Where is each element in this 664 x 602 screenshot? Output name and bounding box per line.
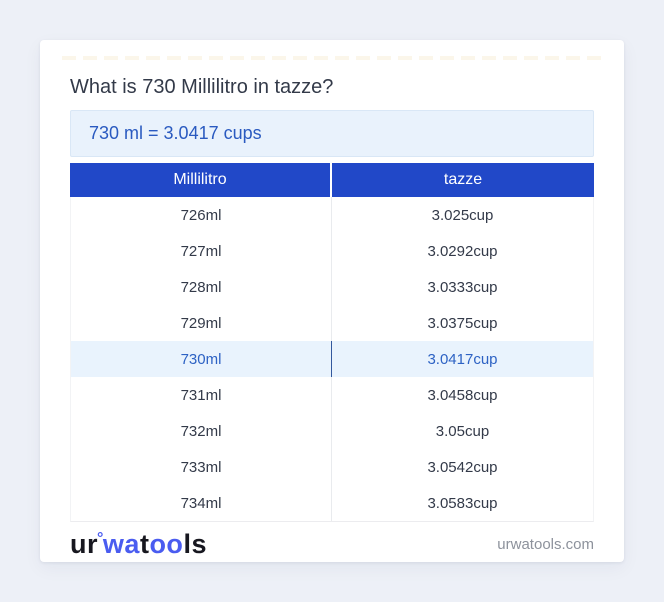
site-domain-text: urwatools.com bbox=[497, 536, 594, 553]
table-row[interactable]: 727ml 3.0292cup bbox=[71, 233, 593, 269]
ml-cell[interactable]: 726ml bbox=[71, 197, 332, 233]
table-row[interactable]: 729ml 3.0375cup bbox=[71, 305, 593, 341]
table-row[interactable]: 728ml 3.0333cup bbox=[71, 269, 593, 305]
decorative-dashes bbox=[62, 56, 608, 60]
conversion-table: Millilitro tazze 726ml 3.025cup 727ml 3.… bbox=[70, 163, 594, 522]
urwatools-logo[interactable]: ur°watools bbox=[70, 531, 207, 558]
table-row-highlighted[interactable]: 730ml 3.0417cup bbox=[71, 341, 593, 377]
logo-segment: ur bbox=[70, 529, 98, 559]
ml-cell[interactable]: 729ml bbox=[71, 305, 332, 341]
card-footer: ur°watools urwatools.com bbox=[70, 522, 594, 563]
cup-cell[interactable]: 3.025cup bbox=[431, 206, 494, 224]
cup-cell[interactable]: 3.0458cup bbox=[427, 386, 498, 404]
ml-cell[interactable]: 734ml bbox=[71, 485, 332, 521]
cup-cell[interactable]: 3.0417cup bbox=[427, 350, 498, 368]
ml-cell[interactable]: 730ml bbox=[71, 341, 332, 377]
ml-cell[interactable]: 731ml bbox=[71, 377, 332, 413]
ml-cell[interactable]: 728ml bbox=[71, 269, 332, 305]
cup-cell[interactable]: 3.0375cup bbox=[427, 314, 498, 332]
cup-cell[interactable]: 3.0542cup bbox=[427, 458, 498, 476]
table-row[interactable]: 734ml 3.0583cup bbox=[71, 485, 593, 521]
table-row[interactable]: 726ml 3.025cup bbox=[71, 197, 593, 233]
cup-cell[interactable]: 3.0333cup bbox=[427, 278, 498, 296]
logo-segment: wa bbox=[102, 529, 140, 559]
conversion-card: What is 730 Millilitro in tazze? 730 ml … bbox=[40, 40, 624, 562]
page-title: What is 730 Millilitro in tazze? bbox=[70, 76, 334, 98]
table-header-row: Millilitro tazze bbox=[70, 163, 594, 197]
ml-cell[interactable]: 732ml bbox=[71, 413, 332, 449]
conversion-result-text: 730 ml = 3.0417 cups bbox=[89, 123, 262, 143]
ml-cell[interactable]: 733ml bbox=[71, 449, 332, 485]
table-header-millilitro: Millilitro bbox=[70, 163, 332, 197]
conversion-result-box: 730 ml = 3.0417 cups bbox=[70, 110, 594, 157]
logo-segment: ls bbox=[183, 529, 207, 559]
table-row[interactable]: 731ml 3.0458cup bbox=[71, 377, 593, 413]
cup-cell[interactable]: 3.05cup bbox=[435, 422, 490, 440]
logo-segment: t bbox=[139, 529, 150, 559]
table-row[interactable]: 733ml 3.0542cup bbox=[71, 449, 593, 485]
table-row[interactable]: 732ml 3.05cup bbox=[71, 413, 593, 449]
logo-ring-icon: ° bbox=[97, 530, 104, 547]
table-body: 726ml 3.025cup 727ml 3.0292cup 728ml 3.0… bbox=[70, 197, 594, 522]
logo-segment: oo bbox=[149, 529, 184, 559]
cup-cell[interactable]: 3.0583cup bbox=[427, 494, 498, 512]
ml-cell[interactable]: 727ml bbox=[71, 233, 332, 269]
table-header-tazze: tazze bbox=[443, 171, 483, 188]
cup-cell[interactable]: 3.0292cup bbox=[427, 242, 498, 260]
